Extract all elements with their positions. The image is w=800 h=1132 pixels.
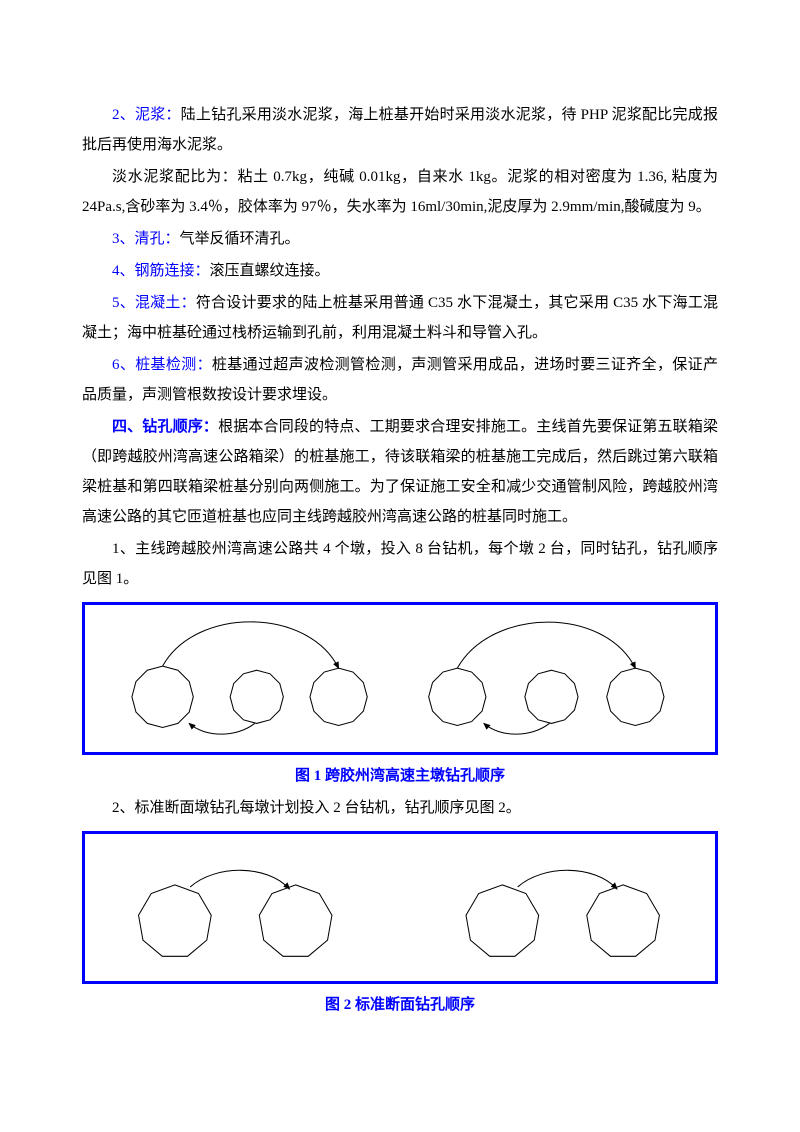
text-4: 滚压直螺纹连接。 [210,263,330,279]
paragraph-4th-drill-order: 四、钻孔顺序：根据本合同段的特点、工期要求合理安排施工。主线首先要保证第五联箱梁… [82,412,718,532]
paragraph-4-rebar: 4、钢筋连接：滚压直螺纹连接。 [82,256,718,286]
text-3: 气举反循环清孔。 [180,231,300,247]
text-mud-ratio: 淡水泥浆配比为：粘土 0.7kg，纯碱 0.01kg，自来水 1kg。泥浆的相对… [82,169,718,215]
paragraph-mud-ratio: 淡水泥浆配比为：粘土 0.7kg，纯碱 0.01kg，自来水 1kg。泥浆的相对… [82,162,718,222]
figure-1-caption: 图 1 跨胶州湾高速主墩钻孔顺序 [82,761,718,791]
paragraph-5-concrete: 5、混凝土：符合设计要求的陆上桩基采用普通 C35 水下混凝土，其它采用 C35… [82,288,718,348]
paragraph-item-1: 1、主线跨越胶州湾高速公路共 4 个墩，投入 8 台钻机，每个墩 2 台，同时钻… [82,534,718,594]
label-5: 5、混凝土： [112,295,196,311]
label-6: 6、桩基检测： [112,357,212,373]
paragraph-6-detection: 6、桩基检测：桩基通过超声波检测管检测，声测管采用成品，进场时要三证齐全，保证产… [82,350,718,410]
paragraph-2-mud: 2、泥浆：陆上钻孔采用淡水泥浆，海上桩基开始时采用淡水泥浆，待 PHP 泥浆配比… [82,100,718,160]
label-2: 2、泥浆： [112,107,181,123]
figure-2-box [82,831,718,984]
figure-1-box [82,602,718,755]
figure-2-caption: 图 2 标准断面钻孔顺序 [82,990,718,1020]
figure-2-diagram [93,846,707,969]
label-3: 3、清孔： [112,231,180,247]
paragraph-item-2: 2、标准断面墩钻孔每墩计划投入 2 台钻机，钻孔顺序见图 2。 [82,793,718,823]
label-section-4: 四、钻孔顺序： [112,419,218,435]
figure-1-diagram [93,617,707,740]
label-4: 4、钢筋连接： [112,263,210,279]
text-item-1: 1、主线跨越胶州湾高速公路共 4 个墩，投入 8 台钻机，每个墩 2 台，同时钻… [82,541,718,587]
text-item-2: 2、标准断面墩钻孔每墩计划投入 2 台钻机，钻孔顺序见图 2。 [112,800,521,816]
paragraph-3-clean: 3、清孔：气举反循环清孔。 [82,224,718,254]
